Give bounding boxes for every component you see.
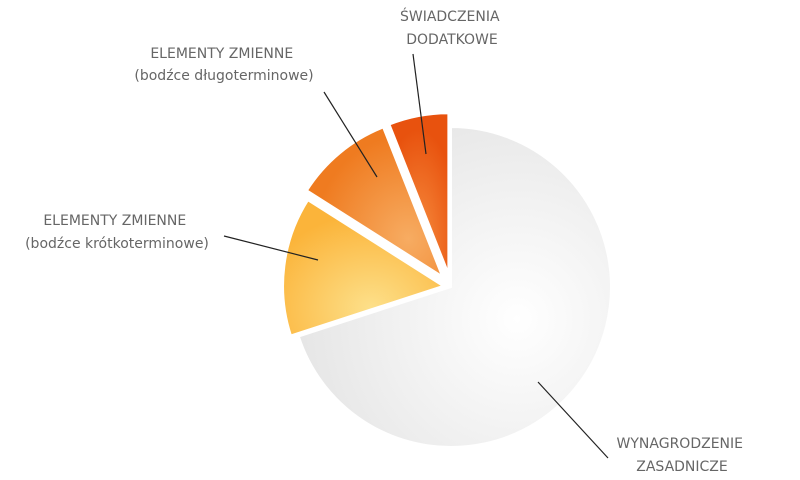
leader-line-benefits bbox=[412, 53, 427, 155]
label-base-salary-line1: WYNAGRODZENIE bbox=[617, 436, 743, 452]
slice-short-term bbox=[282, 198, 446, 337]
slice-long-term bbox=[305, 126, 445, 279]
label-base-salary: WYNAGRODZENIE ZASADNICZE bbox=[617, 436, 748, 475]
label-benefits-line2: DODATKOWE bbox=[406, 32, 498, 48]
label-short-term-line1: ELEMENTY ZMIENNE bbox=[43, 213, 186, 229]
slice-base-salary bbox=[297, 125, 612, 448]
leader-line-short-term bbox=[223, 235, 319, 261]
label-long-term: ELEMENTY ZMIENNE (bodźce długoterminowe) bbox=[134, 46, 313, 84]
leader-line-long-term bbox=[323, 91, 378, 178]
label-long-term-line2: (bodźce długoterminowe) bbox=[134, 68, 313, 84]
label-benefits: ŚWIADCZENIA DODATKOWE bbox=[400, 7, 504, 48]
label-short-term-line2: (bodźce krótkoterminowe) bbox=[25, 236, 209, 252]
label-short-term: ELEMENTY ZMIENNE (bodźce krótkoterminowe… bbox=[25, 213, 209, 252]
label-benefits-line1: ŚWIADCZENIA bbox=[400, 7, 500, 25]
slice-benefits bbox=[388, 112, 450, 274]
leader-line-base-salary bbox=[537, 381, 609, 459]
label-base-salary-line2: ZASADNICZE bbox=[636, 459, 728, 475]
label-long-term-line1: ELEMENTY ZMIENNE bbox=[150, 46, 293, 62]
